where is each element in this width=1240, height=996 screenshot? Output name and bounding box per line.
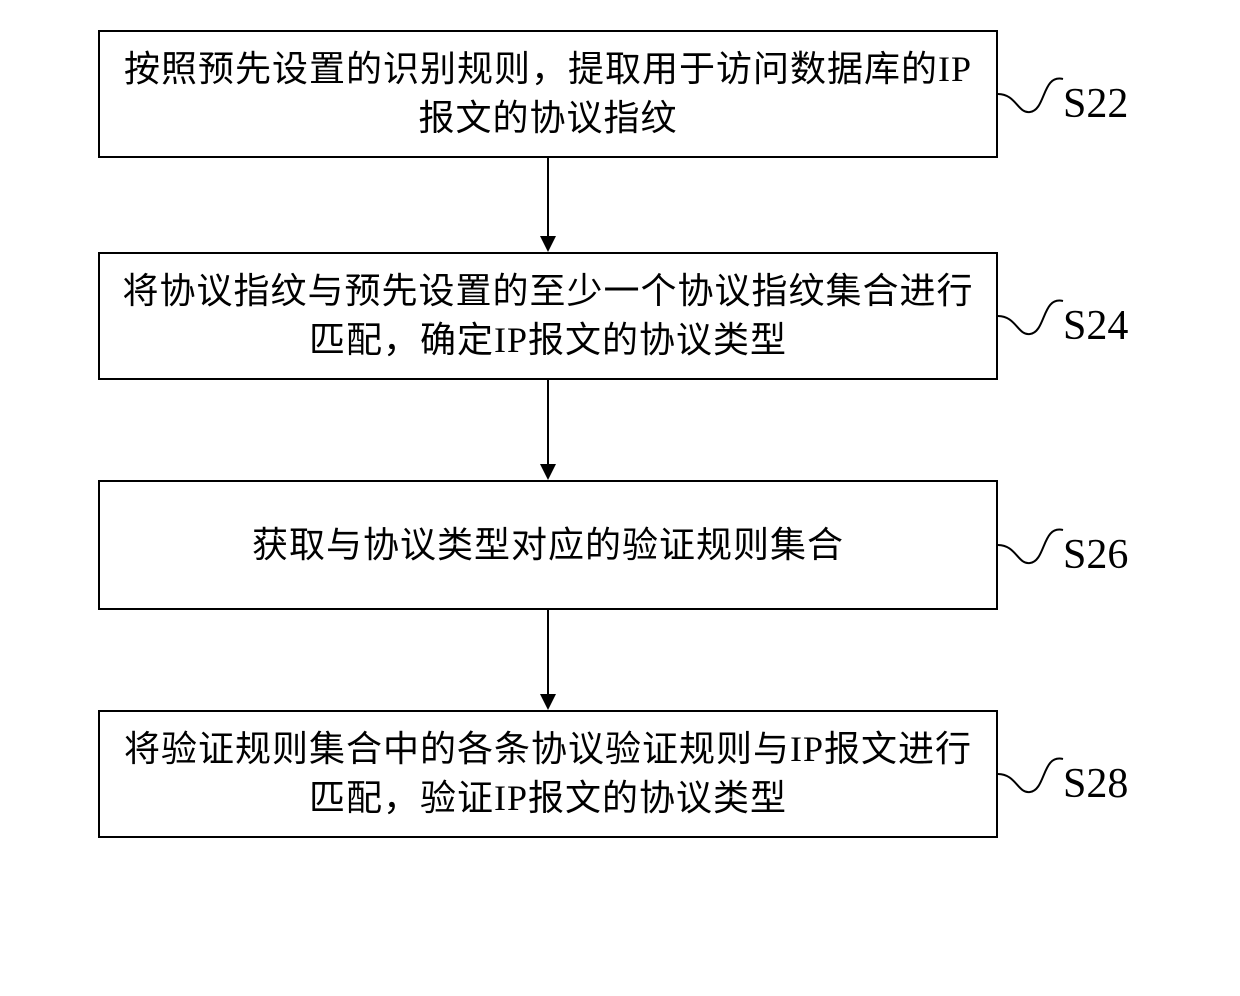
arrow-2 <box>538 380 558 480</box>
step-label-s26: S26 <box>1063 531 1128 579</box>
step-box-s24: 将协议指纹与预先设置的至少一个协议指纹集合进行匹配，确定IP报文的协议类型 <box>98 252 998 380</box>
label-connector-1 <box>998 64 1063 124</box>
label-connector-2 <box>998 286 1063 346</box>
step-label-s24: S24 <box>1063 302 1128 350</box>
step-label-s28: S28 <box>1063 760 1128 808</box>
step-text-s28: 将验证规则集合中的各条协议验证规则与IP报文进行匹配，验证IP报文的协议类型 <box>120 725 976 822</box>
step-text-s24: 将协议指纹与预先设置的至少一个协议指纹集合进行匹配，确定IP报文的协议类型 <box>120 267 976 364</box>
step-box-s28: 将验证规则集合中的各条协议验证规则与IP报文进行匹配，验证IP报文的协议类型 <box>98 710 998 838</box>
step-box-s22: 按照预先设置的识别规则，提取用于访问数据库的IP报文的协议指纹 <box>98 30 998 158</box>
arrow-3 <box>538 610 558 710</box>
arrow-1 <box>538 158 558 252</box>
step-label-s22: S22 <box>1063 80 1128 128</box>
label-connector-3 <box>998 515 1063 575</box>
step-text-s26: 获取与协议类型对应的验证规则集合 <box>252 521 844 570</box>
label-connector-4 <box>998 744 1063 804</box>
step-box-s26: 获取与协议类型对应的验证规则集合 <box>98 480 998 610</box>
step-text-s22: 按照预先设置的识别规则，提取用于访问数据库的IP报文的协议指纹 <box>120 45 976 142</box>
